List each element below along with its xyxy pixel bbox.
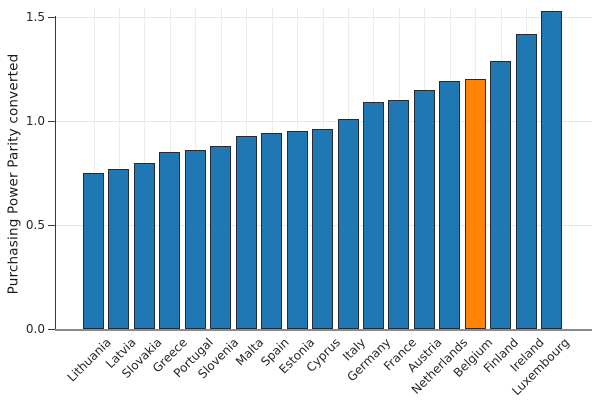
x-axis-line	[55, 329, 592, 331]
horizontal-gridline	[55, 121, 592, 122]
y-tick-label: 1.0	[25, 114, 45, 128]
y-axis-tick	[48, 329, 55, 330]
y-axis-title: Purchasing Power Parity converted	[5, 53, 21, 295]
y-axis-tick	[48, 17, 55, 18]
y-axis-title-container: Purchasing Power Parity converted	[0, 0, 26, 348]
bar-slovenia	[210, 146, 232, 329]
y-axis-tick	[48, 121, 55, 122]
y-tick-label: 0.5	[25, 218, 45, 232]
bar-latvia	[108, 169, 130, 329]
bar-netherlands	[439, 81, 461, 329]
bar-lithuania	[83, 173, 104, 329]
bar-finland	[490, 61, 512, 329]
bar-cyprus	[312, 129, 334, 329]
bar-belgium	[464, 79, 486, 329]
bar-luxembourg	[541, 11, 563, 329]
bar-ireland	[515, 34, 537, 329]
bar-portugal	[184, 150, 206, 329]
bar-spain	[261, 133, 283, 329]
y-axis-tick	[48, 225, 55, 226]
y-tick-label: 0.0	[25, 322, 45, 336]
vertical-gridline	[118, 8, 120, 329]
y-axis-line	[55, 16, 56, 330]
bar-malta	[235, 136, 257, 329]
horizontal-gridline	[55, 17, 592, 18]
bar-germany	[362, 102, 384, 329]
bar-france	[388, 100, 410, 329]
bar-slovakia	[133, 163, 155, 329]
bar-austria	[413, 90, 435, 329]
x-tick-label: Malta	[233, 335, 267, 369]
vertical-gridline	[93, 8, 95, 329]
bar-estonia	[286, 131, 308, 329]
bar-italy	[337, 119, 359, 329]
y-tick-label: 1.5	[25, 10, 45, 24]
bar-greece	[159, 152, 181, 329]
